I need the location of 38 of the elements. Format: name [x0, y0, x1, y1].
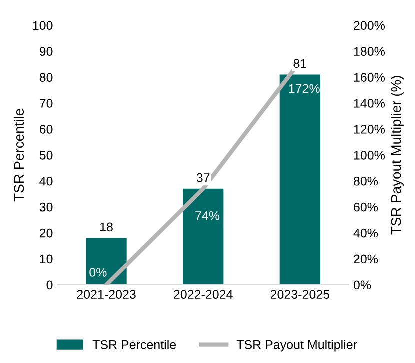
legend-label: TSR Percentile [92, 340, 176, 350]
y2-tick-label: 40% [354, 228, 378, 238]
data-label: 37 [196, 173, 210, 182]
y-tick-label: 100 [33, 21, 53, 30]
y2-tick-label: 20% [354, 254, 378, 264]
x-tick-label: 2022-2024 [174, 290, 233, 299]
y2-tick-label: 180% [354, 47, 385, 56]
y2-tick-label: 120% [354, 125, 385, 134]
x-tick-label: 2021-2023 [77, 290, 136, 299]
y-tick-label: 20 [40, 228, 53, 238]
x-tick-label: 2023-2025 [270, 290, 330, 299]
data-label: 18 [100, 222, 113, 232]
bar [183, 188, 224, 285]
data-label: 81 [294, 59, 307, 68]
y-axis-title: TSR Percentile [14, 109, 24, 202]
y2-tick-label: 0% [354, 280, 372, 290]
data-label: 0% [90, 268, 107, 277]
data-label: 172% [289, 84, 320, 94]
y-tick-label: 10 [40, 254, 53, 264]
y-tick-label: 90 [40, 47, 53, 56]
legend-label: TSR Payout Multiplier [236, 340, 358, 352]
y-tick-label: 60 [40, 125, 53, 134]
y2-tick-label: 160% [354, 73, 385, 82]
y2-tick-label: 200% [354, 21, 385, 30]
y-tick-label: 0 [46, 280, 53, 290]
y2-tick-label: 80% [354, 176, 378, 186]
bar [86, 238, 127, 285]
data-label: 74% [196, 212, 220, 220]
y2-axis-title: TSR Payout Multiplier (%) [390, 76, 404, 235]
bar [280, 74, 321, 285]
y-tick-label: 80 [40, 73, 53, 82]
y2-tick-label: 60% [354, 202, 378, 212]
y-tick-label: 40 [40, 176, 53, 186]
y-tick-label: 30 [40, 202, 53, 212]
y2-tick-label: 140% [354, 99, 385, 108]
y-tick-label: 50 [40, 150, 53, 160]
y2-tick-label: 100% [354, 150, 385, 160]
y-tick-label: 70 [40, 99, 53, 108]
